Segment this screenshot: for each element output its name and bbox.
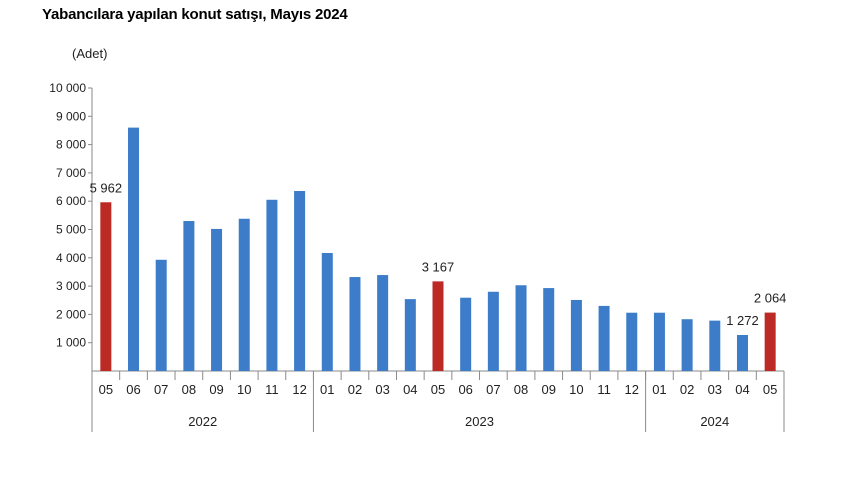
- x-tick-label: 09: [541, 382, 555, 397]
- bar: [626, 312, 638, 371]
- x-tick-label: 12: [292, 382, 306, 397]
- y-tick-label: 9 000: [56, 109, 86, 123]
- y-tick-label: 3 000: [56, 279, 86, 293]
- x-tick-label: 09: [209, 382, 223, 397]
- bar: [736, 335, 748, 371]
- bar: [321, 252, 333, 371]
- bar: [681, 319, 693, 371]
- data-labels: 5 962 3 167 1 272 2 064: [90, 180, 787, 328]
- bar: [404, 299, 416, 371]
- x-tick-label: 12: [625, 382, 639, 397]
- bar: [709, 320, 721, 371]
- y-tick-label: 6 000: [56, 194, 86, 208]
- x-tick-label: 07: [154, 382, 168, 397]
- x-tick-label: 08: [514, 382, 528, 397]
- bar: [515, 285, 527, 371]
- x-tick-label: 04: [735, 382, 749, 397]
- bar: [211, 228, 223, 371]
- chart-title: Yabancılara yapılan konut satışı, Mayıs …: [42, 6, 348, 23]
- highlight-bar: [432, 281, 444, 371]
- bar: [653, 312, 665, 371]
- x-tick-label: 03: [708, 382, 722, 397]
- y-tick-label: 8 000: [56, 138, 86, 152]
- bar: [183, 221, 195, 371]
- x-tick-label: 06: [458, 382, 472, 397]
- y-tick-label: 5 000: [56, 223, 86, 237]
- bar: [377, 275, 389, 371]
- x-tick-label: 04: [403, 382, 417, 397]
- y-tick-label: 10 000: [49, 81, 86, 95]
- x-tick-label: 11: [597, 382, 611, 397]
- x-tick-label: 08: [182, 382, 196, 397]
- year-label: 2024: [700, 414, 729, 429]
- bar: [460, 297, 472, 371]
- y-tick-label: 7 000: [56, 166, 86, 180]
- y-tick-label: 1 000: [56, 336, 86, 350]
- x-tick-label: 03: [375, 382, 389, 397]
- bar: [543, 288, 555, 371]
- x-tick-label: 02: [348, 382, 362, 397]
- x-tick-label: 06: [126, 382, 140, 397]
- x-tick-label: 01: [320, 382, 334, 397]
- bar: [570, 299, 582, 371]
- highlight-bar: [100, 202, 112, 371]
- x-tick-label: 05: [431, 382, 445, 397]
- axes: 1 000 2 000 3 000 4 000 5 000 6 000 7 000 8 000…: [49, 81, 785, 432]
- x-tick-label: 11: [265, 382, 279, 397]
- y-tick-label: 2 000: [56, 307, 86, 321]
- data-label: 1 272: [726, 313, 759, 328]
- x-tick-label: 05: [99, 382, 113, 397]
- year-label: 2022: [188, 414, 217, 429]
- bar: [349, 277, 361, 371]
- x-tick-label: 07: [486, 382, 500, 397]
- x-tick-label: 02: [680, 382, 694, 397]
- data-label: 3 167: [422, 259, 455, 274]
- bar: [128, 127, 140, 372]
- bar: [238, 218, 250, 371]
- bar: [487, 291, 499, 371]
- bar: [598, 305, 610, 371]
- year-label: 2023: [465, 414, 494, 429]
- x-tick-label: 05: [763, 382, 777, 397]
- data-label: 2 064: [754, 291, 787, 306]
- y-tick-label: 4 000: [56, 251, 86, 265]
- bar: [155, 259, 167, 371]
- x-tick-label: 10: [569, 382, 583, 397]
- x-tick-label: 10: [237, 382, 251, 397]
- bars: [100, 127, 776, 372]
- bar: [294, 191, 306, 371]
- data-label: 5 962: [90, 180, 123, 195]
- bar: [266, 199, 278, 371]
- highlight-bar: [764, 312, 776, 371]
- x-tick-label: 01: [652, 382, 666, 397]
- y-axis-label: (Adet): [72, 46, 107, 61]
